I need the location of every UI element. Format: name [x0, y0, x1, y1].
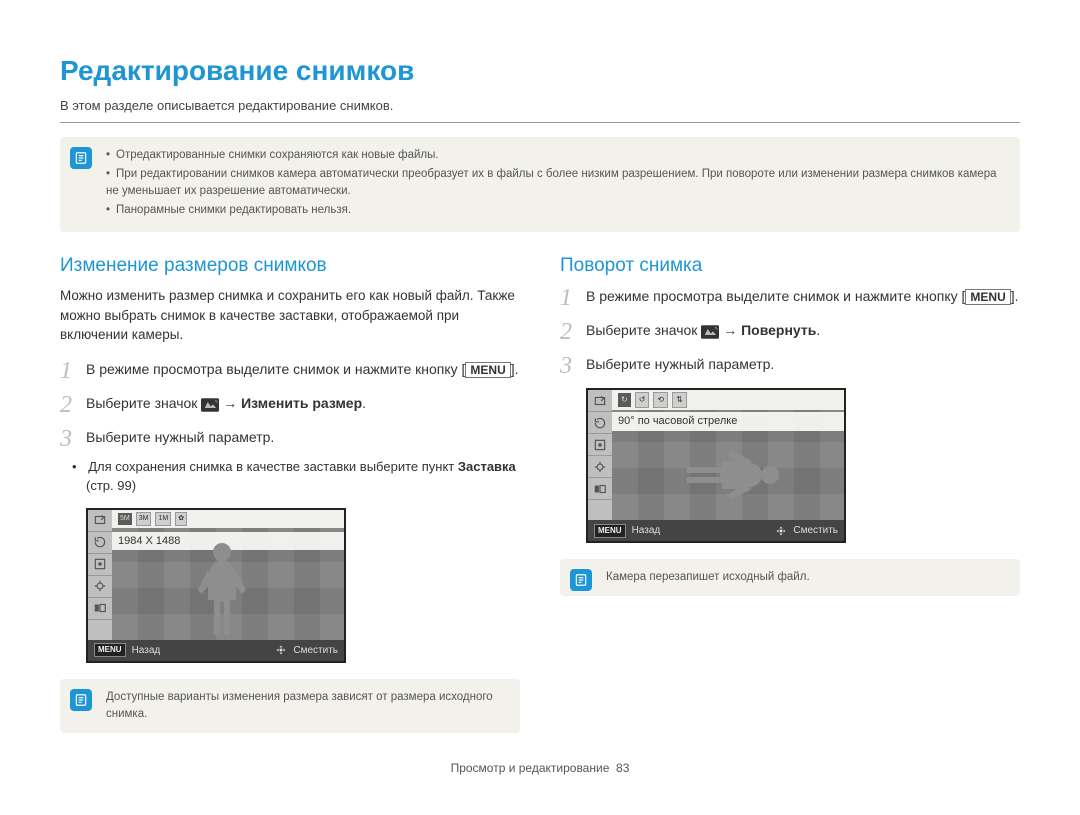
side-icon [88, 576, 112, 598]
sub-strong: Заставка [458, 459, 516, 474]
top-mini-icon: ✿ [175, 512, 187, 527]
lcd-side-icons [88, 510, 112, 640]
arrow-icon: → [219, 395, 241, 411]
page-title: Редактирование снимков [60, 50, 1020, 92]
side-icon [88, 532, 112, 554]
top-note-box: Отредактированные снимки сохраняются как… [60, 137, 1020, 232]
page-footer: Просмотр и редактирование 83 [60, 759, 1020, 777]
rotate-mini-icon: ↺ [635, 392, 650, 408]
step-text: . [1015, 288, 1019, 304]
step-text: В режиме просмотра выделите снимок и наж… [86, 361, 462, 377]
step-text: . [816, 322, 820, 338]
rotate-mini-icon: ⟲ [653, 392, 668, 408]
page-intro: В этом разделе описывается редактировани… [60, 96, 1020, 123]
step-text: Выберите нужный параметр. [586, 354, 1020, 378]
lcd-canvas: 5M 3M 1M ✿ 1984 X 1488 [112, 510, 344, 640]
step-number: 3 [60, 427, 86, 451]
menu-key: MENU [465, 362, 510, 378]
resize-sub-bullet: Для сохранения снимка в качестве заставк… [60, 457, 520, 496]
resize-step-2: 2 Выберите значок ✎ → Изменить размер. [60, 393, 520, 417]
lcd-top-strip: ↻ ↺ ⟲ ⇅ [612, 390, 844, 410]
menu-key: MENU [965, 289, 1010, 305]
side-icon [88, 510, 112, 532]
menu-key-icon: MENU [94, 643, 126, 657]
step-action: Изменить размер [241, 395, 362, 411]
svg-text:✎: ✎ [215, 399, 219, 404]
sub-text: (стр. 99) [86, 478, 136, 493]
rotate-step-1: 1 В режиме просмотра выделите снимок и н… [560, 286, 1020, 310]
step-number: 1 [60, 359, 86, 383]
side-icon [588, 434, 612, 456]
lcd-footer: MENU Назад Сместить [588, 520, 844, 541]
edit-icon: ✎ [201, 397, 219, 411]
rotate-section: Поворот снимка 1 В режиме просмотра выде… [560, 252, 1020, 734]
footer-page-number: 83 [616, 761, 629, 775]
rotate-heading: Поворот снимка [560, 252, 1020, 281]
menu-key-icon: MENU [594, 524, 626, 538]
step-number: 2 [560, 320, 586, 344]
step-text: . [362, 395, 366, 411]
lcd-back-label: Назад [132, 643, 161, 658]
resize-heading: Изменение размеров снимков [60, 252, 520, 281]
rotate-mini-icon: ⇅ [672, 392, 687, 408]
resize-bottom-note: Доступные варианты изменения размера зав… [60, 679, 520, 734]
footer-section: Просмотр и редактирование [451, 761, 610, 775]
step-number: 2 [60, 393, 86, 417]
lcd-apply-label: Сместить [293, 643, 338, 658]
side-icon [88, 554, 112, 576]
step-text: Выберите значок [86, 395, 201, 411]
resize-step-1: 1 В режиме просмотра выделите снимок и н… [60, 359, 520, 383]
rotate-lcd: ↻ ↺ ⟲ ⇅ 90° по часовой стрелке MENU [586, 388, 846, 543]
top-mini-icon: 3M [136, 512, 152, 527]
person-silhouette-rotated-icon [662, 445, 802, 505]
lcd-tooltip: 90° по часовой стрелке [612, 412, 844, 431]
lcd-back-label: Назад [632, 523, 661, 538]
note-icon [70, 147, 92, 169]
top-mini-icon: 5M [118, 513, 132, 526]
side-icon [588, 412, 612, 434]
step-text: . [515, 361, 519, 377]
rotate-step-3: 3 Выберите нужный параметр. [560, 354, 1020, 378]
lcd-side-icons [588, 390, 612, 520]
step-text: В режиме просмотра выделите снимок и наж… [586, 288, 962, 304]
top-mini-icon: 1M [155, 512, 171, 527]
note-text: Доступные варианты изменения размера зав… [106, 691, 493, 720]
resize-section: Изменение размеров снимков Можно изменит… [60, 252, 520, 734]
resize-desc: Можно изменить размер снимка и сохранить… [60, 286, 520, 345]
sub-text: Для сохранения снимка в качестве заставк… [88, 459, 458, 474]
arrow-icon: → [719, 322, 741, 338]
side-icon [588, 390, 612, 412]
step-action: Повернуть [741, 322, 816, 338]
lcd-canvas: ↻ ↺ ⟲ ⇅ 90° по часовой стрелке [612, 390, 844, 520]
resize-lcd: 5M 3M 1M ✿ 1984 X 1488 MENU На [86, 508, 346, 663]
resize-step-3: 3 Выберите нужный параметр. [60, 427, 520, 451]
note-icon [70, 689, 92, 711]
note-text: Камера перезапишет исходный файл. [606, 571, 810, 583]
side-icon [88, 598, 112, 620]
side-icon [588, 456, 612, 478]
rotate-bottom-note: Камера перезапишет исходный файл. [560, 559, 1020, 596]
top-note-item: Отредактированные снимки сохраняются как… [106, 147, 1006, 164]
step-number: 1 [560, 286, 586, 310]
lcd-top-strip: 5M 3M 1M ✿ [112, 510, 344, 529]
rotate-mini-icon: ↻ [618, 393, 631, 407]
lcd-apply-label: Сместить [793, 523, 838, 538]
nav-icon [775, 525, 787, 537]
person-silhouette-icon [182, 540, 262, 640]
edit-icon: ✎ [701, 324, 719, 338]
side-icon [588, 478, 612, 500]
rotate-step-2: 2 Выберите значок ✎ → Повернуть. [560, 320, 1020, 344]
top-note-item: Панорамные снимки редактировать нельзя. [106, 202, 1006, 219]
step-number: 3 [560, 354, 586, 378]
nav-icon [275, 644, 287, 656]
lcd-footer: MENU Назад Сместить [88, 640, 344, 661]
note-icon [570, 569, 592, 591]
top-note-item: При редактировании снимков камера автома… [106, 166, 1006, 201]
step-text: Выберите нужный параметр. [86, 427, 520, 451]
svg-text:✎: ✎ [715, 326, 719, 331]
step-text: Выберите значок [586, 322, 701, 338]
